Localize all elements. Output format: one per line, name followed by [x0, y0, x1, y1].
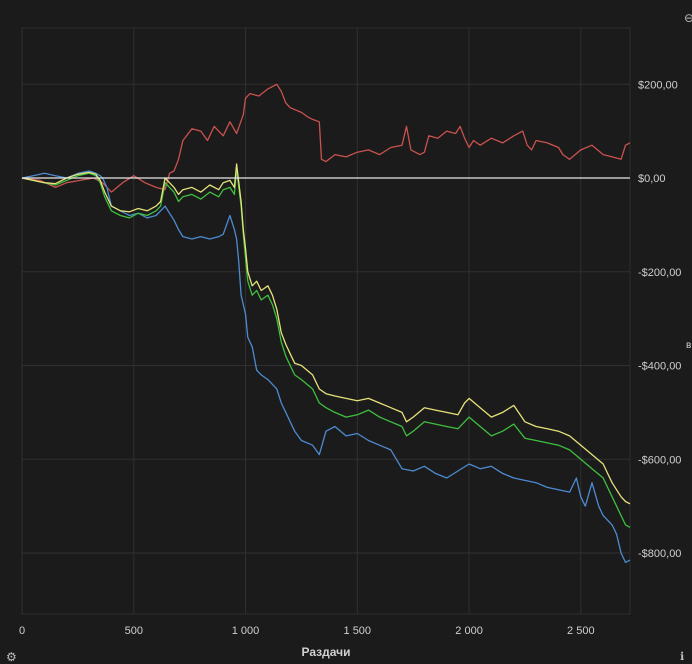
y-tick-label: $200,00 [638, 79, 678, 91]
plot-frame [21, 27, 631, 615]
x-tick-label: 500 [125, 625, 143, 637]
circle-minus-icon[interactable]: ⊖ [684, 11, 692, 25]
series-line-4 [21, 163, 631, 505]
grid [21, 27, 631, 615]
y-axis-label: в [686, 340, 692, 351]
series-line-1 [21, 83, 631, 193]
series-group [21, 83, 631, 564]
info-icon[interactable]: ℹ [680, 650, 685, 663]
y-tick-label: -$600,00 [638, 454, 681, 466]
y-tick-label: $0,00 [638, 173, 666, 185]
series-line-2 [21, 170, 631, 564]
y-tick-label: -$800,00 [638, 548, 681, 560]
y-tick-label: -$400,00 [638, 361, 681, 373]
gear-icon[interactable]: ⚙ [6, 650, 17, 664]
series-line-3 [21, 167, 631, 528]
x-tick-label: 2 500 [567, 625, 595, 637]
x-tick-label: 1 000 [232, 625, 260, 637]
x-tick-label: 0 [19, 625, 25, 637]
x-axis-label: Раздачи [301, 645, 351, 659]
y-tick-label: -$200,00 [638, 267, 681, 279]
x-tick-label: 2 000 [455, 625, 483, 637]
x-tick-label: 1 500 [344, 625, 372, 637]
axes: 0 500 1 000 1 500 2 000 2 500 $200,00 $0,00 -$20… [19, 79, 682, 637]
